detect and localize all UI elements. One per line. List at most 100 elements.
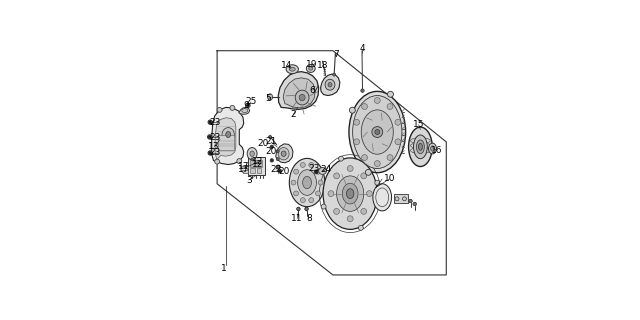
Circle shape: [375, 180, 380, 185]
Text: 10: 10: [384, 174, 396, 183]
Ellipse shape: [375, 130, 380, 134]
Text: 4: 4: [360, 44, 365, 53]
Text: 15: 15: [413, 120, 424, 129]
Text: 20: 20: [258, 139, 269, 148]
Ellipse shape: [431, 146, 435, 151]
Text: 25: 25: [245, 98, 257, 107]
Text: 24: 24: [321, 165, 332, 174]
Ellipse shape: [367, 191, 372, 196]
Ellipse shape: [303, 176, 312, 189]
Ellipse shape: [408, 127, 432, 166]
Circle shape: [217, 108, 222, 112]
Ellipse shape: [308, 163, 314, 167]
Ellipse shape: [295, 90, 309, 105]
Text: 23: 23: [209, 148, 221, 157]
Text: 16: 16: [431, 146, 442, 155]
Circle shape: [314, 170, 318, 174]
Ellipse shape: [349, 92, 406, 173]
Text: 11: 11: [291, 214, 303, 223]
Circle shape: [237, 159, 242, 164]
Ellipse shape: [294, 169, 298, 174]
Bar: [257, 168, 262, 173]
Circle shape: [247, 104, 249, 107]
Circle shape: [305, 207, 308, 211]
Ellipse shape: [299, 94, 305, 101]
Text: 9: 9: [243, 101, 249, 110]
Text: 3: 3: [246, 176, 252, 185]
Ellipse shape: [269, 135, 271, 139]
Circle shape: [242, 166, 244, 169]
Circle shape: [276, 158, 279, 161]
Circle shape: [413, 202, 417, 206]
Text: 23: 23: [209, 118, 221, 127]
Circle shape: [276, 165, 280, 169]
Ellipse shape: [361, 208, 367, 214]
Text: 7: 7: [333, 50, 339, 59]
Ellipse shape: [417, 140, 424, 154]
Text: 17: 17: [238, 165, 250, 174]
Circle shape: [207, 135, 212, 139]
Circle shape: [214, 159, 220, 164]
Ellipse shape: [395, 139, 401, 145]
Circle shape: [321, 204, 326, 209]
Bar: [248, 157, 265, 175]
Text: 14: 14: [281, 61, 292, 70]
Circle shape: [246, 103, 250, 108]
Circle shape: [278, 169, 282, 173]
Ellipse shape: [342, 183, 358, 204]
Ellipse shape: [300, 198, 305, 203]
Text: 20: 20: [265, 147, 276, 156]
Circle shape: [409, 199, 412, 203]
Text: 2: 2: [290, 110, 296, 119]
Ellipse shape: [372, 127, 383, 138]
Ellipse shape: [289, 158, 324, 207]
Ellipse shape: [268, 94, 273, 100]
Ellipse shape: [348, 165, 353, 172]
Polygon shape: [212, 108, 244, 164]
Polygon shape: [276, 144, 293, 163]
Ellipse shape: [374, 161, 380, 166]
Ellipse shape: [348, 216, 353, 222]
Ellipse shape: [316, 191, 321, 196]
Ellipse shape: [361, 110, 394, 154]
Ellipse shape: [222, 128, 234, 141]
Ellipse shape: [333, 173, 340, 179]
Circle shape: [361, 89, 364, 92]
Ellipse shape: [226, 132, 230, 138]
Ellipse shape: [316, 169, 321, 174]
Text: 22: 22: [270, 165, 282, 174]
Circle shape: [358, 225, 364, 230]
Ellipse shape: [353, 96, 402, 169]
Circle shape: [297, 207, 300, 211]
Text: 1: 1: [221, 264, 227, 273]
Ellipse shape: [333, 208, 340, 214]
Circle shape: [395, 197, 399, 201]
Ellipse shape: [318, 180, 323, 185]
Text: 23: 23: [209, 133, 220, 142]
Polygon shape: [215, 118, 236, 159]
Ellipse shape: [429, 143, 436, 154]
Circle shape: [339, 156, 344, 161]
Circle shape: [276, 150, 279, 153]
Ellipse shape: [354, 139, 360, 145]
Ellipse shape: [328, 83, 332, 87]
Ellipse shape: [362, 104, 367, 109]
Circle shape: [403, 197, 406, 201]
Ellipse shape: [308, 198, 314, 203]
Text: 21: 21: [265, 137, 276, 146]
Ellipse shape: [354, 119, 360, 125]
Polygon shape: [283, 78, 315, 108]
Circle shape: [365, 169, 371, 175]
Ellipse shape: [387, 104, 393, 109]
Circle shape: [209, 121, 211, 123]
Text: 23: 23: [308, 164, 320, 173]
Ellipse shape: [298, 170, 316, 195]
Circle shape: [251, 158, 253, 160]
Circle shape: [230, 105, 235, 110]
Ellipse shape: [247, 148, 257, 160]
Circle shape: [279, 170, 281, 172]
Circle shape: [387, 91, 394, 97]
Circle shape: [271, 146, 273, 148]
Polygon shape: [321, 74, 340, 96]
Ellipse shape: [294, 191, 298, 196]
